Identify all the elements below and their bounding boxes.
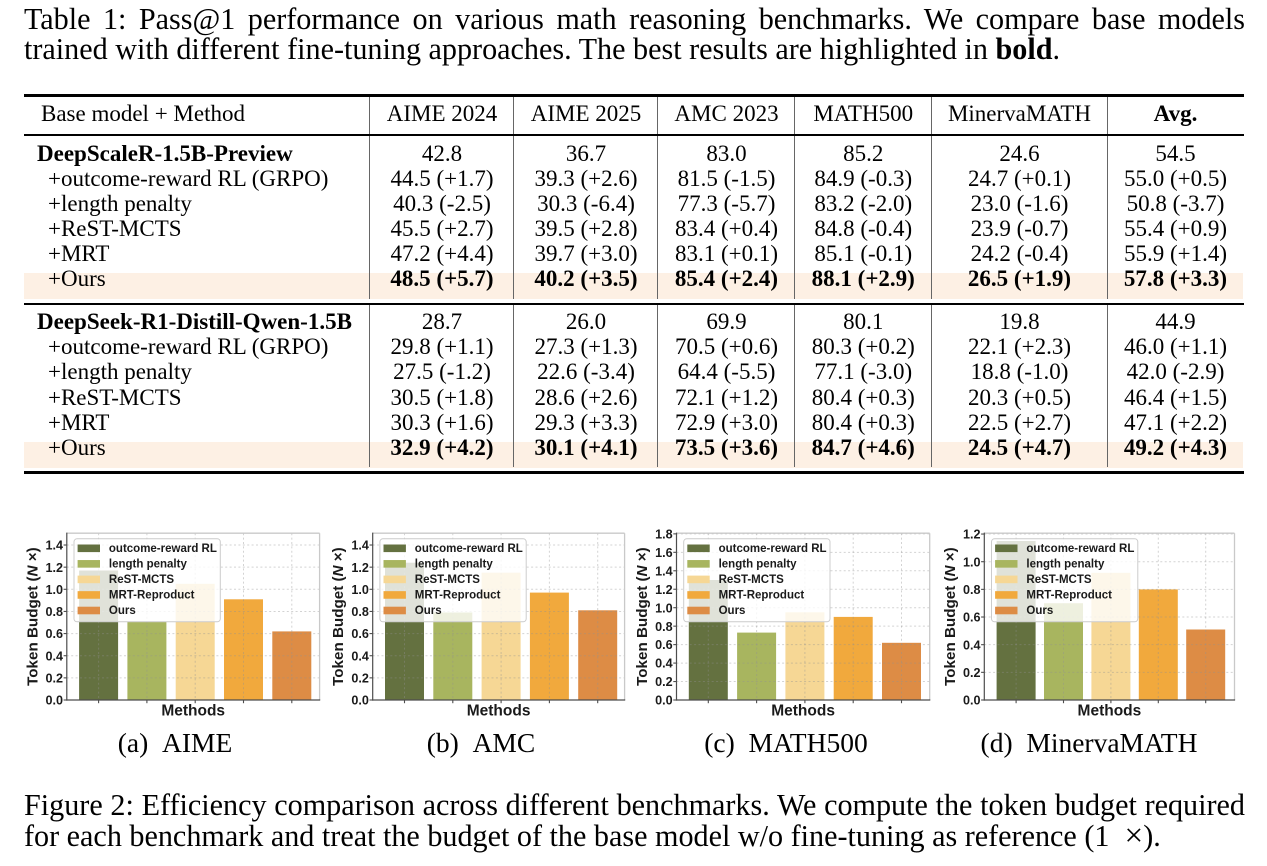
svg-text:1.8: 1.8: [655, 527, 673, 541]
svg-text:MRT-Reproduct: MRT-Reproduct: [1026, 590, 1112, 602]
svg-text:0.0: 0.0: [963, 694, 981, 708]
svg-text:0.2: 0.2: [351, 671, 369, 685]
svg-text:0.4: 0.4: [351, 649, 369, 663]
svg-text:outcome-reward RL: outcome-reward RL: [1026, 543, 1134, 555]
svg-text:1.4: 1.4: [45, 539, 63, 553]
svg-text:0.6: 0.6: [655, 638, 673, 652]
svg-text:ReST-MCTS: ReST-MCTS: [1026, 574, 1092, 586]
svg-text:0.6: 0.6: [351, 627, 369, 641]
svg-text:Ours: Ours: [1026, 605, 1053, 617]
svg-text:Methods: Methods: [1078, 703, 1142, 720]
svg-text:0.6: 0.6: [963, 611, 981, 625]
svg-text:outcome-reward RL: outcome-reward RL: [415, 543, 523, 555]
svg-text:0.2: 0.2: [963, 666, 981, 680]
svg-text:length penalty: length penalty: [415, 558, 494, 570]
svg-text:MRT-Reproduct: MRT-Reproduct: [415, 590, 501, 602]
svg-text:0.8: 0.8: [655, 620, 673, 634]
svg-text:Ours: Ours: [719, 605, 746, 617]
svg-text:1.0: 1.0: [963, 555, 981, 569]
svg-text:0.8: 0.8: [45, 605, 63, 619]
svg-text:Methods: Methods: [161, 703, 225, 720]
svg-text:Token Budget (N ×): Token Budget (N ×): [634, 547, 651, 686]
svg-text:1.4: 1.4: [351, 539, 369, 553]
svg-text:ReST-MCTS: ReST-MCTS: [719, 574, 785, 586]
svg-text:0.0: 0.0: [351, 694, 369, 708]
svg-text:length penalty: length penalty: [1026, 558, 1105, 570]
svg-text:0.6: 0.6: [45, 627, 63, 641]
svg-text:Methods: Methods: [771, 703, 835, 720]
svg-text:1.2: 1.2: [351, 561, 369, 575]
svg-text:1.2: 1.2: [655, 583, 673, 597]
svg-text:0.0: 0.0: [655, 694, 673, 708]
svg-text:1.4: 1.4: [655, 564, 673, 578]
svg-text:0.8: 0.8: [351, 605, 369, 619]
svg-text:ReST-MCTS: ReST-MCTS: [109, 574, 174, 586]
svg-text:length penalty: length penalty: [109, 558, 188, 570]
svg-text:outcome-reward RL: outcome-reward RL: [109, 543, 217, 555]
svg-text:Ours: Ours: [415, 605, 442, 617]
svg-text:outcome-reward RL: outcome-reward RL: [719, 543, 827, 555]
svg-text:0.4: 0.4: [655, 657, 673, 671]
svg-text:0.2: 0.2: [655, 675, 673, 689]
svg-text:0.4: 0.4: [45, 649, 63, 663]
svg-text:ReST-MCTS: ReST-MCTS: [415, 574, 481, 586]
svg-text:0.2: 0.2: [45, 671, 63, 685]
svg-text:1.0: 1.0: [351, 583, 369, 597]
svg-text:MRT-Reproduct: MRT-Reproduct: [719, 590, 805, 602]
svg-text:0.0: 0.0: [45, 694, 63, 708]
svg-text:1.0: 1.0: [45, 583, 63, 597]
svg-text:Ours: Ours: [109, 605, 136, 617]
svg-text:Token Budget (N ×): Token Budget (N ×): [330, 547, 347, 686]
svg-text:Methods: Methods: [467, 703, 531, 720]
svg-text:length penalty: length penalty: [719, 558, 798, 570]
svg-text:1.2: 1.2: [45, 561, 63, 575]
svg-text:MRT-Reproduct: MRT-Reproduct: [109, 590, 195, 602]
svg-text:0.4: 0.4: [963, 638, 981, 652]
svg-text:1.2: 1.2: [963, 528, 981, 542]
svg-text:1.0: 1.0: [655, 601, 673, 615]
svg-text:1.6: 1.6: [655, 546, 673, 560]
svg-text:Token Budget (N ×): Token Budget (N ×): [942, 547, 959, 686]
svg-text:Token Budget (N ×): Token Budget (N ×): [24, 547, 41, 686]
svg-text:0.8: 0.8: [963, 583, 981, 597]
